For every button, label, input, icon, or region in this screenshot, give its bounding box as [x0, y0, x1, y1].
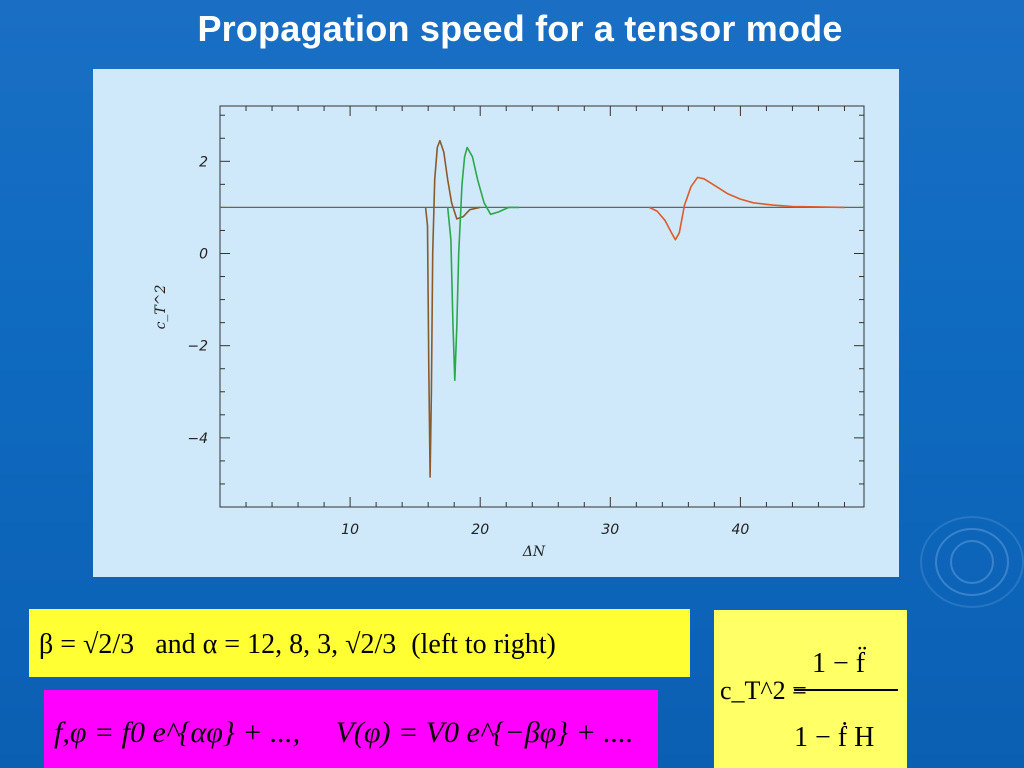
order-text: (left to right): [411, 629, 556, 660]
chart-panel: 10 20 30 40 −4 −2 0 2 ΔN c_T^2: [93, 69, 899, 577]
beta-value: β = √2/3: [39, 629, 135, 660]
slide-title: Propagation speed for a tensor mode: [197, 8, 843, 49]
and-text: and: [155, 629, 196, 660]
parameters-box: β = √2/3 and α = 12, 8, 3, √2/3 (left to…: [29, 609, 690, 677]
series-line-3: [648, 176, 845, 241]
y-tick-label: 0: [199, 246, 208, 262]
fraction-bar: [794, 689, 898, 691]
ct2-lhs: c_T^2 =: [720, 676, 807, 705]
series-group: [220, 139, 864, 478]
axes: 10 20 30 40 −4 −2 0 2: [187, 105, 865, 538]
coupling-formula: f,φ = f0 e^{αφ} + ...,: [54, 716, 301, 749]
series-line-2: [446, 146, 520, 381]
x-tick-label: 40: [731, 522, 749, 538]
alpha-values: α = 12, 8, 3, √2/3: [202, 629, 397, 660]
axis-labels: ΔN c_T^2: [153, 285, 546, 560]
x-tick-label: 10: [341, 522, 359, 538]
y-tick-label: −2: [187, 339, 208, 355]
y-tick-label: 2: [199, 154, 208, 170]
plot-frame: [219, 105, 865, 508]
ct2-formula-box: c_T^2 = 1 − f̈ 1 − ḟ H: [714, 610, 907, 768]
potential-formula: V(φ) = V0 e^{−βφ} + ....: [335, 716, 634, 749]
y-axis-label: c_T^2: [153, 285, 169, 330]
y-tick-label: −4: [187, 431, 208, 447]
chart: 10 20 30 40 −4 −2 0 2 ΔN c_T^2: [153, 105, 865, 560]
ripple-decoration: [920, 516, 1024, 608]
potential-formula-box: f,φ = f0 e^{αφ} + ..., V(φ) = V0 e^{−βφ}…: [44, 690, 658, 768]
x-tick-label: 30: [601, 522, 619, 538]
ct2-numerator: 1 − f̈: [812, 648, 866, 679]
ct2-denominator: 1 − ḟ H: [794, 722, 875, 753]
x-tick-label: 20: [471, 522, 489, 538]
x-axis-label: ΔN: [522, 544, 546, 560]
